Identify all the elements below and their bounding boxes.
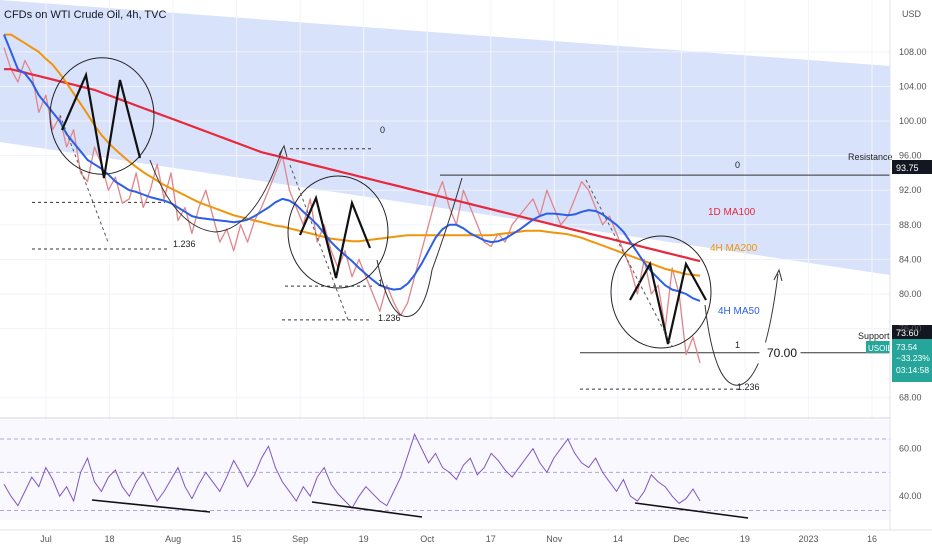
arrow-head [773,268,783,282]
price-tick-label: 84.00 [899,254,922,264]
ma-1d-100-label: 1D MA100 [708,207,756,218]
change-text: −33.23% [896,353,930,363]
price-series [3,47,701,364]
time-tick-label: Sep [292,534,308,544]
ma-4h-200-label: 4H MA200 [710,243,758,254]
time-tick-label: 16 [867,534,877,544]
countdown-text: 03:14:58 [896,365,929,375]
time-tick-label: 19 [740,534,750,544]
time-tick-label: 17 [486,534,496,544]
current-price-badge [892,325,932,339]
rsi-tick-label: 40.00 [899,491,922,501]
fib-ext-label: 1.236 [173,239,196,249]
ma-4h-50-label: 4H MA50 [718,306,760,317]
time-tick-label: Oct [420,534,435,544]
fib-ext-label: 1.236 [737,382,760,392]
time-tick-label: 15 [232,534,242,544]
arrow-head [278,144,288,158]
price-tick-label: 108.00 [899,47,927,57]
pattern-circle [287,175,389,289]
rsi-tick-label: 60.00 [899,444,922,454]
currency-label: USD [902,9,922,19]
zigzag-pattern [60,71,142,179]
fib-zero-label: 0 [735,160,740,170]
symbol-badge [866,341,890,353]
ma-4h-50-series [3,34,701,302]
target-callout-box [759,342,801,365]
fib-one-label: 1 [378,278,383,288]
target-callout-pointer [748,358,762,367]
zigzag-pattern [298,194,372,279]
projection-dashed-line [59,114,109,243]
time-tick-label: Aug [165,534,181,544]
current-price-text: 73.60 [896,328,919,338]
projection-arc [376,177,463,317]
pattern-circle [610,235,712,349]
time-tick-label: 18 [105,534,115,544]
fibonacci-lines [32,148,890,390]
series-layer [3,33,701,364]
price-tick-label: 76.00 [899,324,922,334]
time-tick-label: Nov [546,534,563,544]
fib-zero-label: 0 [380,125,385,135]
ma-4h-200-series [4,33,701,277]
time-tick-label: 19 [359,534,369,544]
ma-1d-100-series [4,68,701,263]
rsi-divergence-line [634,502,749,519]
support-label: Support [858,331,890,341]
projection-dashed-line [585,179,673,347]
price-tick-label: 104.00 [899,81,927,91]
price-tick-label: 96.00 [899,151,922,161]
rsi-pane: 60.00 40.00 [0,420,922,520]
price-tick-label: 100.00 [899,116,927,126]
chart-title: CFDs on WTI Crude Oil, 4h, TVC [4,9,166,21]
last-price-text: 73.54 [896,342,918,352]
fib-ext-label: 1.236 [378,313,401,323]
pattern-annotations [49,57,783,386]
zigzag-pattern [629,260,707,345]
price-tick-label: 92.00 [899,185,922,195]
rsi-divergence-line [91,499,211,513]
time-tick-label: Jul [40,534,52,544]
grid [0,0,890,520]
time-tick-label: 2023 [798,534,818,544]
resistance-price-badge [892,160,932,174]
resistance-label: Resistance [848,152,893,162]
symbol-text: USOIL [868,344,893,353]
target-label: 70.00 [767,346,797,360]
rsi-background [0,420,890,520]
rsi-divergence-line [311,501,423,518]
descending-channel [0,0,890,275]
time-tick-label: Dec [673,534,690,544]
pattern-circle [49,57,155,175]
labels-layer: 1D MA100 4H MA200 4H MA50 Resistance Support… [173,125,932,392]
time-tick-label: 14 [613,534,623,544]
last-price-badge [892,339,932,382]
price-tick-label: 88.00 [899,220,922,230]
price-tick-label: 68.00 [899,393,922,403]
price-tick-label: 80.00 [899,289,922,299]
projection-arc [149,149,283,233]
resistance-price-text: 93.75 [896,163,919,173]
projection-arc [704,273,779,386]
fib-one-label: 1 [735,340,740,350]
